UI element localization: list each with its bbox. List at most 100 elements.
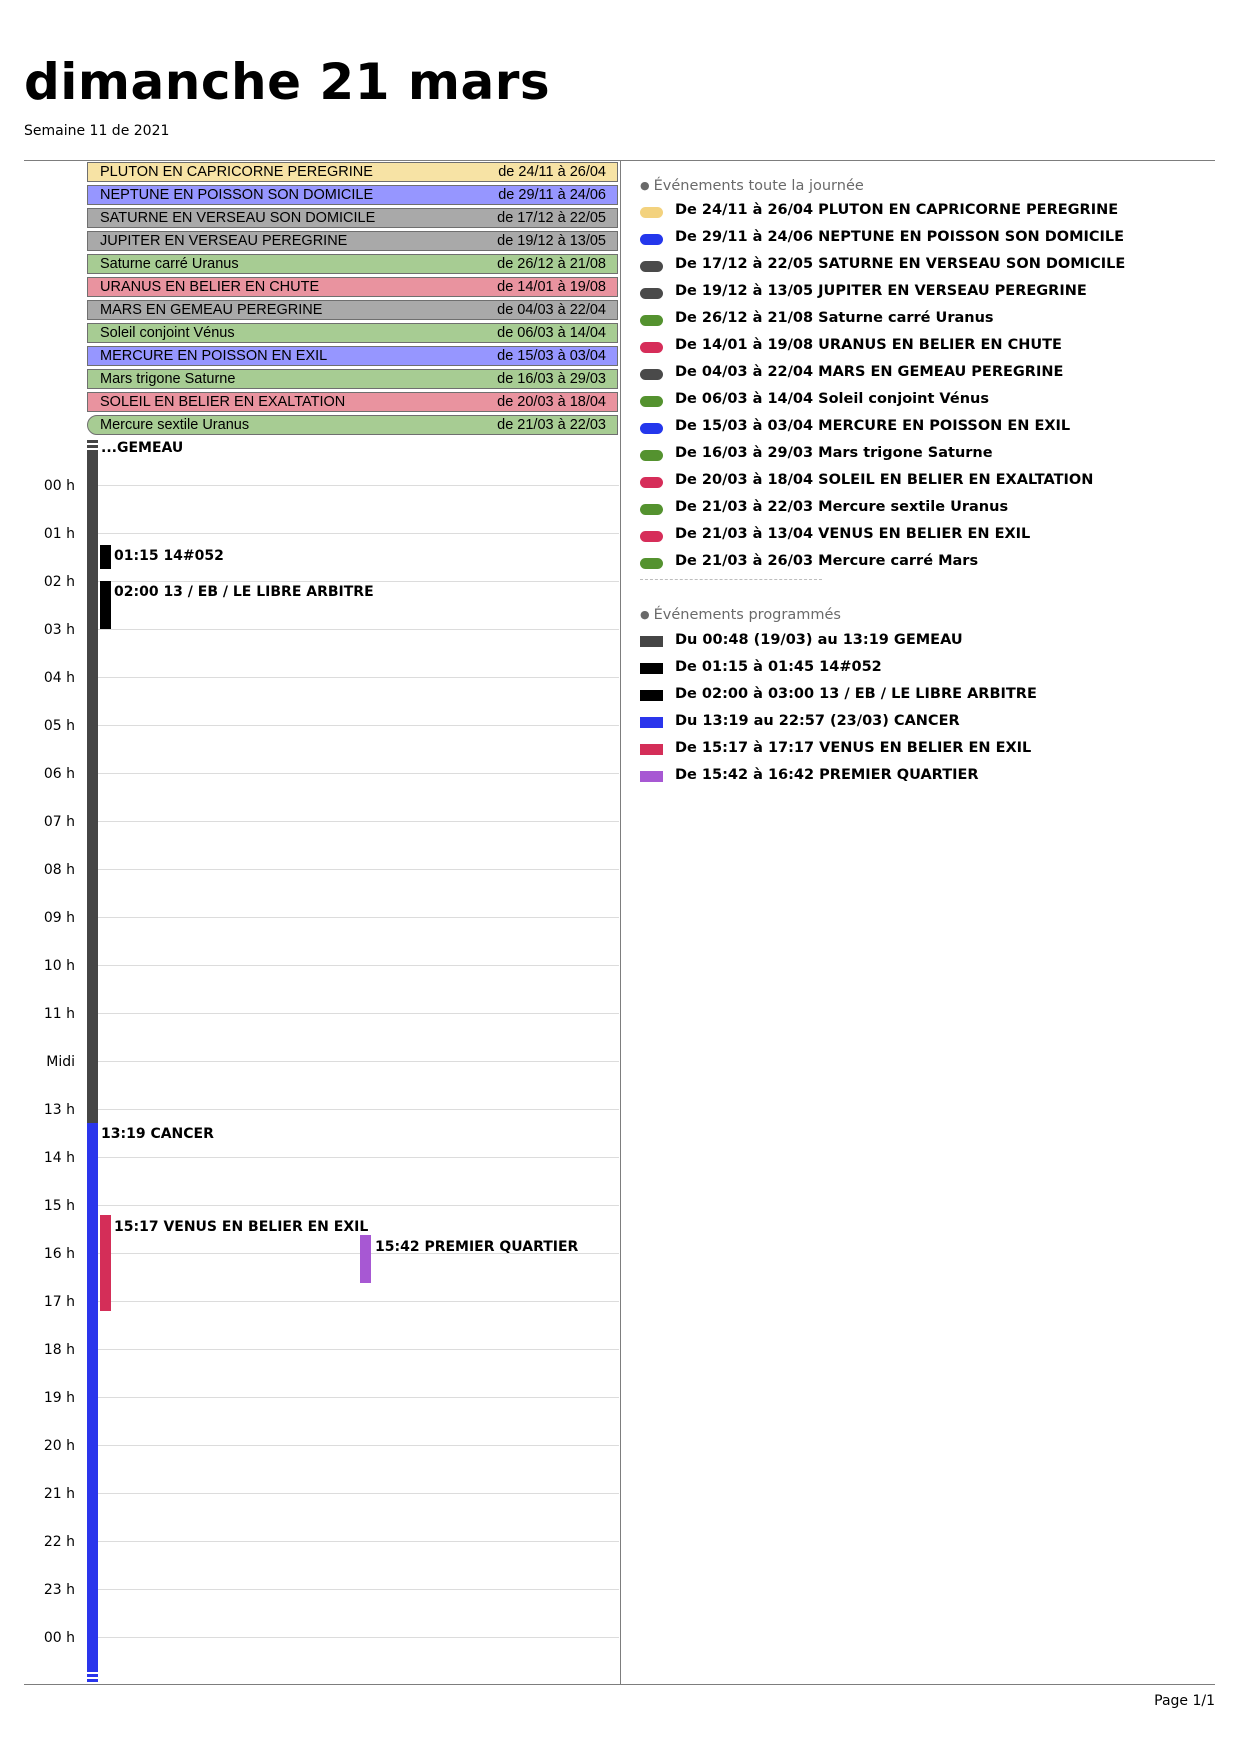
allday-bar-label: URANUS EN BELIER EN CHUTE: [100, 279, 320, 295]
event-block[interactable]: [100, 1215, 111, 1311]
hour-gridline: [96, 1157, 619, 1158]
allday-bar-range: de 29/11 à 24/06: [498, 187, 606, 203]
column-divider: [620, 160, 621, 1684]
legend-header-text: Événements programmés: [653, 607, 841, 623]
legend-item-text: Du 13:19 au 22:57 (23/03) CANCER: [675, 713, 960, 729]
gemeau-event-bar[interactable]: [87, 438, 98, 1123]
hour-label: 07 h: [43, 814, 75, 830]
allday-bar[interactable]: SATURNE EN VERSEAU SON DOMICILE de 17/12…: [87, 208, 618, 228]
allday-bar-range: de 24/11 à 26/04: [498, 164, 606, 180]
event-label: 15:42 PREMIER QUARTIER: [375, 1239, 579, 1255]
event-label: 01:15 14#052: [114, 548, 224, 564]
allday-bar-range: de 06/03 à 14/04: [497, 325, 606, 341]
continuation-marker: [87, 1672, 98, 1684]
color-swatch: [640, 690, 663, 701]
legend-item-text: De 21/03 à 13/04 VENUS EN BELIER EN EXIL: [675, 526, 1031, 542]
allday-bar-label: Mars trigone Saturne: [100, 371, 236, 387]
allday-bar-label: JUPITER EN VERSEAU PEREGRINE: [100, 233, 348, 249]
hour-gridline: [96, 1397, 619, 1398]
event-block[interactable]: [100, 545, 111, 569]
allday-bar[interactable]: Mars trigone Saturne de 16/03 à 29/03: [87, 369, 618, 389]
hour-label: 08 h: [43, 862, 75, 878]
hour-label: 09 h: [43, 910, 75, 926]
cancer-event-bar[interactable]: [87, 1123, 98, 1684]
legend-item-text: De 15:42 à 16:42 PREMIER QUARTIER: [675, 767, 979, 783]
hour-label: 03 h: [43, 622, 75, 638]
allday-bar[interactable]: PLUTON EN CAPRICORNE PEREGRINE de 24/11 …: [87, 162, 618, 182]
allday-bar-range: de 17/12 à 22/05: [497, 210, 606, 226]
hour-gridline: [96, 1541, 619, 1542]
color-swatch: [640, 207, 663, 218]
hour-gridline: [96, 629, 619, 630]
hour-gridline: [96, 1013, 619, 1014]
color-swatch: [640, 744, 663, 755]
color-swatch: [640, 531, 663, 542]
hour-gridline: [96, 1445, 619, 1446]
hour-gridline: [96, 581, 619, 582]
hour-gridline: [96, 677, 619, 678]
allday-bar-label: MARS EN GEMEAU PEREGRINE: [100, 302, 323, 318]
legend-item-text: De 20/03 à 18/04 SOLEIL EN BELIER EN EXA…: [675, 472, 1094, 488]
legend-item-text: De 06/03 à 14/04 Soleil conjoint Vénus: [675, 391, 989, 407]
hour-gridline: [96, 1109, 619, 1110]
hour-gridline: [96, 869, 619, 870]
legend-item-text: De 21/03 à 22/03 Mercure sextile Uranus: [675, 499, 1009, 515]
bottom-divider: [24, 1684, 1215, 1685]
continuation-marker: [87, 438, 98, 450]
hour-label: 19 h: [43, 1390, 75, 1406]
color-swatch: [640, 234, 663, 245]
allday-bar[interactable]: Soleil conjoint Vénus de 06/03 à 14/04: [87, 323, 618, 343]
allday-bar-range: de 14/01 à 19/08: [497, 279, 606, 295]
hour-gridline: [96, 485, 619, 486]
hour-gridline: [96, 773, 619, 774]
event-label: 15:17 VENUS EN BELIER EN EXIL: [114, 1219, 369, 1235]
legend-item-text: De 02:00 à 03:00 13 / EB / LE LIBRE ARBI…: [675, 686, 1037, 702]
legend-item-text: De 17/12 à 22/05 SATURNE EN VERSEAU SON …: [675, 256, 1126, 272]
color-swatch: [640, 504, 663, 515]
allday-bar-label: Saturne carré Uranus: [100, 256, 239, 272]
color-swatch: [640, 423, 663, 434]
allday-bar[interactable]: URANUS EN BELIER EN CHUTE de 14/01 à 19/…: [87, 277, 618, 297]
event-block[interactable]: [100, 581, 111, 629]
allday-bar[interactable]: Saturne carré Uranus de 26/12 à 21/08: [87, 254, 618, 274]
allday-bar-range: de 19/12 à 13/05: [497, 233, 606, 249]
hour-label: 13 h: [43, 1102, 75, 1118]
allday-bar-range: de 15/03 à 03/04: [497, 348, 606, 364]
top-divider: [24, 160, 1215, 161]
allday-bar[interactable]: MERCURE EN POISSON EN EXIL de 15/03 à 03…: [87, 346, 618, 366]
legend-item-text: De 04/03 à 22/04 MARS EN GEMEAU PEREGRIN…: [675, 364, 1064, 380]
hour-label: 17 h: [43, 1294, 75, 1310]
hour-gridline: [96, 725, 619, 726]
hour-label: 14 h: [43, 1150, 75, 1166]
event-label: ...GEMEAU: [101, 440, 184, 456]
allday-bar[interactable]: MARS EN GEMEAU PEREGRINE de 04/03 à 22/0…: [87, 300, 618, 320]
allday-bar[interactable]: JUPITER EN VERSEAU PEREGRINE de 19/12 à …: [87, 231, 618, 251]
hour-gridline: [96, 1205, 619, 1206]
event-block[interactable]: [360, 1235, 371, 1283]
color-swatch: [640, 396, 663, 407]
allday-bar-label: Soleil conjoint Vénus: [100, 325, 235, 341]
allday-bar-range: de 20/03 à 18/04: [497, 394, 606, 410]
color-swatch: [640, 450, 663, 461]
legend-item-text: De 14/01 à 19/08 URANUS EN BELIER EN CHU…: [675, 337, 1062, 353]
allday-bar[interactable]: Mercure sextile Uranus de 21/03 à 22/03: [87, 415, 618, 435]
allday-bar-label: Mercure sextile Uranus: [100, 417, 250, 433]
week-subtitle: Semaine 11 de 2021: [24, 123, 170, 139]
legend-item-text: De 15:17 à 17:17 VENUS EN BELIER EN EXIL: [675, 740, 1032, 756]
allday-bar[interactable]: SOLEIL EN BELIER EN EXALTATION de 20/03 …: [87, 392, 618, 412]
hour-gridline: [96, 1253, 619, 1254]
hour-label: 06 h: [43, 766, 75, 782]
color-swatch: [640, 369, 663, 380]
legend-item-text: De 24/11 à 26/04 PLUTON EN CAPRICORNE PE…: [675, 202, 1119, 218]
hour-gridline: [96, 1637, 619, 1638]
bullet-icon: ●: [640, 179, 650, 192]
color-swatch: [640, 315, 663, 326]
hour-label: 22 h: [43, 1534, 75, 1550]
allday-bar[interactable]: NEPTUNE EN POISSON SON DOMICILE de 29/11…: [87, 185, 618, 205]
legend-item-text: De 15/03 à 03/04 MERCURE EN POISSON EN E…: [675, 418, 1071, 434]
allday-bar-range: de 16/03 à 29/03: [497, 371, 606, 387]
hour-label: 20 h: [43, 1438, 75, 1454]
legend-item-text: De 26/12 à 21/08 Saturne carré Uranus: [675, 310, 994, 326]
legend-allday-header: ● Événements toute la journée: [640, 178, 864, 194]
hour-label: 10 h: [43, 958, 75, 974]
